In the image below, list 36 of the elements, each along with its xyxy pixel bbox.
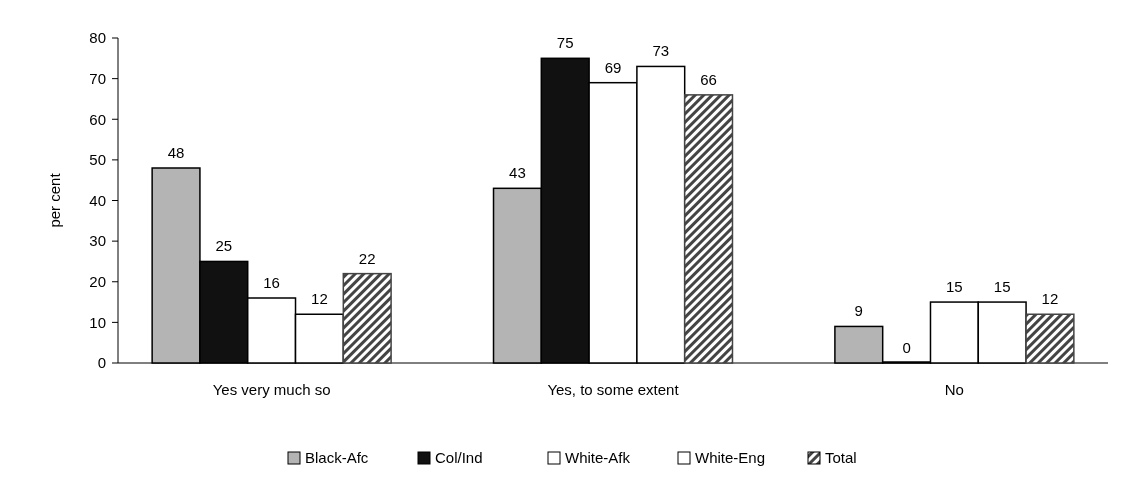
x-tick-label: Yes very much so (212, 381, 331, 398)
bar (683, 94, 734, 364)
data-label: 25 (215, 237, 233, 255)
data-label: 75 (556, 34, 574, 52)
y-tick-label: 30 (89, 232, 106, 250)
data-label: 12 (311, 290, 328, 308)
y-axis-title: per cent (46, 172, 63, 228)
legend-label: Black-Afc (305, 449, 369, 466)
data-label: 73 (652, 42, 670, 60)
legend-label: White-Afk (565, 449, 631, 466)
data-label: 48 (167, 144, 185, 161)
bar (1025, 313, 1075, 364)
data-label: 22 (358, 249, 376, 267)
data-label: 9 (854, 302, 863, 320)
data-label: 12 (1041, 290, 1059, 308)
y-tick-label: 60 (89, 110, 106, 128)
bar (342, 272, 392, 364)
data-label: 15 (993, 278, 1011, 296)
legend-label: Total (825, 449, 857, 466)
data-label: 43 (509, 164, 526, 182)
x-tick-label: No (944, 381, 964, 398)
data-label: 69 (604, 58, 622, 76)
y-tick-label: 50 (89, 151, 106, 169)
y-tick-label: 40 (89, 191, 106, 209)
x-tick-label: Yes, to some extent (547, 381, 680, 398)
legend-label: White-Eng (695, 449, 766, 466)
y-tick-label: 80 (89, 29, 106, 47)
y-tick-label: 70 (89, 69, 106, 87)
legend-label: Col/Ind (435, 449, 483, 466)
data-label: 0 (902, 339, 911, 356)
data-label: 16 (263, 274, 280, 291)
y-tick-label: 0 (97, 354, 106, 372)
y-tick-label: 10 (89, 313, 106, 331)
y-tick-label: 20 (89, 273, 106, 290)
data-label: 66 (700, 70, 717, 88)
data-label: 15 (946, 278, 963, 296)
